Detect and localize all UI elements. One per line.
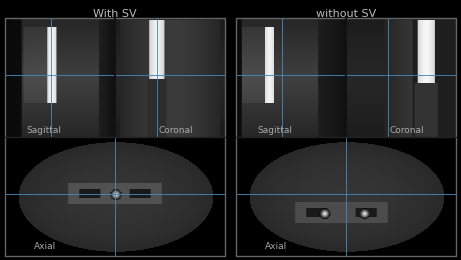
Text: without SV: without SV [316, 9, 376, 19]
Text: Axial: Axial [265, 242, 287, 251]
Text: Axial: Axial [34, 242, 56, 251]
Bar [5, 18, 225, 256]
Text: Coronal: Coronal [389, 126, 424, 135]
Bar [236, 18, 456, 256]
Text: Sagittal: Sagittal [257, 126, 292, 135]
Text: Coronal: Coronal [158, 126, 193, 135]
Text: Sagittal: Sagittal [26, 126, 61, 135]
Text: With SV: With SV [93, 9, 137, 19]
